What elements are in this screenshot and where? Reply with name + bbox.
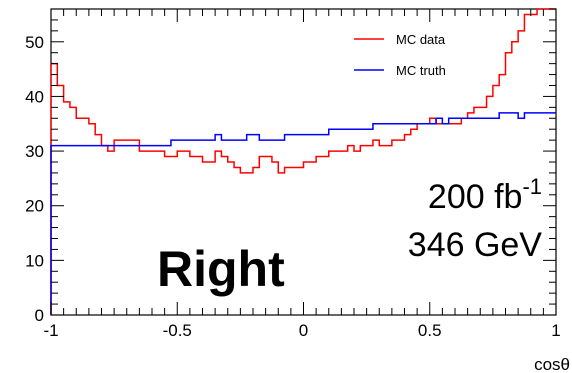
legend-label-mc-data: MC data — [396, 32, 446, 47]
series-mc-truth — [50, 112, 556, 315]
y-tick-label: 30 — [25, 142, 44, 161]
x-tick-label: 0 — [299, 321, 308, 340]
luminosity-value: 200 fb — [428, 178, 523, 216]
legend-label-mc-truth: MC truth — [396, 63, 446, 78]
x-axis-ticks — [50, 9, 557, 315]
y-axis-ticks — [51, 8, 556, 316]
y-tick-labels: 0 10 20 30 40 50 — [25, 33, 44, 325]
series-layer — [50, 8, 556, 315]
x-tick-label: -1 — [43, 321, 58, 340]
x-axis-label: cosθ — [534, 355, 570, 373]
y-tick-label: 40 — [25, 87, 44, 106]
annotation-energy: 346 GeV — [408, 226, 543, 264]
luminosity-exponent: -1 — [522, 174, 542, 199]
x-tick-label: 0.5 — [418, 321, 442, 340]
legend: MC data MC truth — [354, 32, 446, 78]
x-tick-label: 1 — [551, 321, 560, 340]
annotation-luminosity: 200 fb-1 — [428, 174, 542, 216]
annotation-right: Right — [157, 241, 285, 297]
series-mc-data — [50, 8, 556, 315]
y-tick-label: 10 — [25, 251, 44, 270]
y-tick-label: 50 — [25, 33, 44, 52]
y-tick-label: 0 — [35, 306, 44, 325]
x-tick-label: -0.5 — [163, 321, 192, 340]
y-tick-label: 20 — [25, 197, 44, 216]
x-tick-labels: -1 -0.5 0 0.5 1 — [43, 321, 560, 340]
